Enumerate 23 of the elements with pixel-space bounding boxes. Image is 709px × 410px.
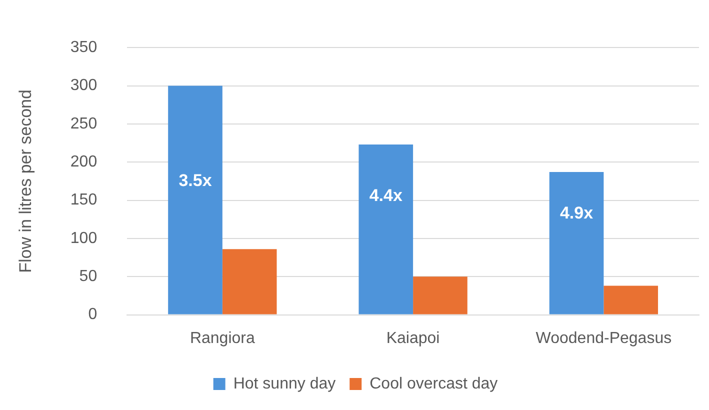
x-tick-label: Kaiapoi	[386, 330, 440, 347]
legend-label: Cool overcast day	[370, 375, 498, 392]
bar	[604, 286, 658, 314]
annotation: 4.9x	[560, 204, 594, 223]
y-tick-label: 300	[70, 77, 98, 94]
y-tick-label: 250	[70, 115, 98, 132]
bar	[168, 86, 222, 314]
y-tick-label: 350	[70, 39, 98, 56]
y-tick-label: 200	[70, 154, 98, 171]
annotation: 4.4x	[369, 186, 403, 206]
bar	[222, 249, 277, 314]
y-tick-label: 50	[79, 268, 98, 286]
bar	[358, 144, 414, 314]
bar	[549, 172, 604, 314]
annotation: 3.5x	[178, 170, 212, 190]
legend-label: Hot sunny day	[233, 375, 336, 392]
y-tick-label: 150	[70, 192, 98, 209]
bar	[413, 276, 468, 314]
y-tick-label: 100	[70, 230, 98, 247]
y-axis-title: Flow in litres per second	[16, 90, 35, 273]
x-tick-label: Woodend-Pegasus	[536, 330, 672, 347]
x-tick-label: Rangiora	[190, 330, 255, 347]
y-tick-label: 0	[88, 306, 98, 324]
